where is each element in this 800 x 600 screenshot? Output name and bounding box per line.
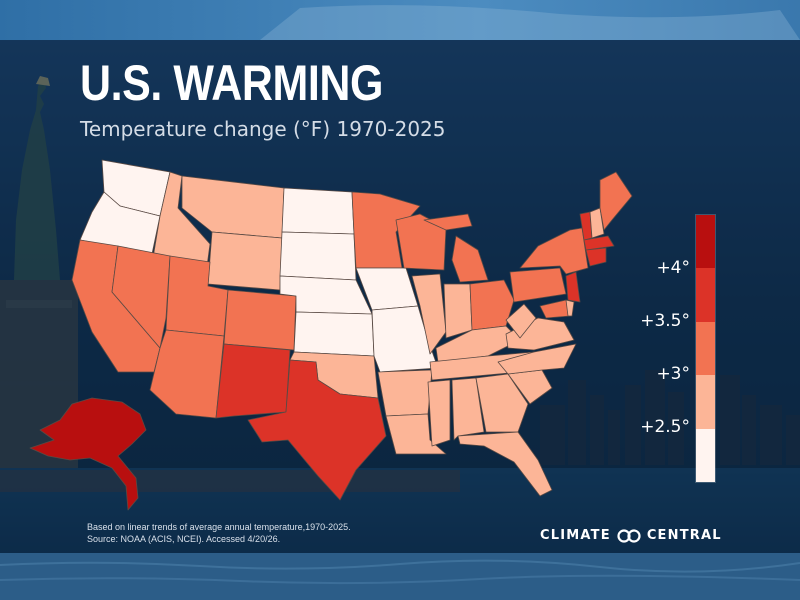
state-minnesota: [351, 191, 421, 269]
legend-label-3: +3°: [656, 364, 690, 384]
legend-swatch-3: [696, 321, 715, 376]
state-south-dakota: [279, 231, 357, 281]
state-new-york: [519, 227, 589, 275]
state-pennsylvania: [509, 267, 567, 303]
legend-swatch-5: [696, 428, 715, 483]
state-idaho: [151, 171, 211, 275]
state-mississippi: [427, 379, 451, 447]
state-texas: [247, 359, 387, 501]
state-maryland: [539, 299, 571, 319]
state-new-jersey: [565, 271, 581, 303]
brand-word-central: CENTRAL: [646, 528, 722, 543]
state-massachusetts: [583, 235, 615, 251]
climate-central-logo-icon: [617, 528, 641, 543]
state-alaska: [29, 397, 147, 511]
state-delaware: [565, 299, 575, 317]
legend-swatch-2: [696, 268, 715, 322]
state-colorado: [223, 289, 297, 351]
state-kansas: [293, 311, 375, 357]
legend-label-4: +4°: [656, 258, 690, 278]
source-note-line-2: Source: NOAA (ACIS, NCEI). Accessed 4/20…: [87, 534, 281, 544]
state-connecticut-ri: [585, 247, 607, 267]
legend-label-3-5: +3.5°: [640, 311, 690, 331]
state-indiana: [443, 283, 473, 339]
state-montana: [181, 175, 285, 239]
state-wisconsin: [395, 213, 447, 271]
state-alabama: [451, 377, 485, 441]
state-new-hampshire: [589, 207, 605, 239]
legend-colorbar: [695, 214, 716, 483]
state-north-carolina: [497, 343, 577, 375]
legend-swatch-1: [696, 215, 715, 269]
state-arkansas: [377, 369, 433, 417]
state-illinois: [411, 273, 447, 355]
legend-swatch-4: [696, 375, 715, 429]
state-georgia: [475, 373, 529, 433]
map-title: U.S. WARMING: [80, 55, 384, 111]
map-subtitle: Temperature change (°F) 1970-2025: [80, 117, 446, 141]
state-maine: [599, 171, 633, 231]
state-north-dakota: [281, 187, 355, 235]
state-nevada: [111, 245, 171, 349]
source-note: Based on linear trends of average annual…: [87, 521, 351, 545]
legend-label-2-5: +2.5°: [640, 417, 690, 437]
state-louisiana: [385, 413, 447, 455]
state-michigan-upper: [423, 213, 473, 231]
state-new-mexico: [215, 343, 291, 419]
source-note-line-1: Based on linear trends of average annual…: [87, 522, 351, 532]
state-florida: [457, 431, 553, 497]
state-michigan-lower: [451, 235, 489, 283]
state-west-virginia: [505, 303, 537, 339]
climate-central-logo: CLIMATE CENTRAL: [540, 528, 722, 543]
brand-word-climate: CLIMATE: [540, 528, 611, 543]
state-wyoming: [207, 231, 283, 291]
state-ohio: [469, 279, 515, 331]
